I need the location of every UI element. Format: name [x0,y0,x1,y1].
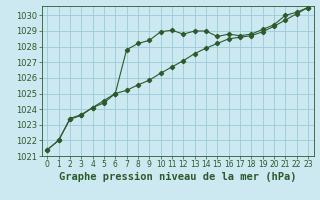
X-axis label: Graphe pression niveau de la mer (hPa): Graphe pression niveau de la mer (hPa) [59,172,296,182]
